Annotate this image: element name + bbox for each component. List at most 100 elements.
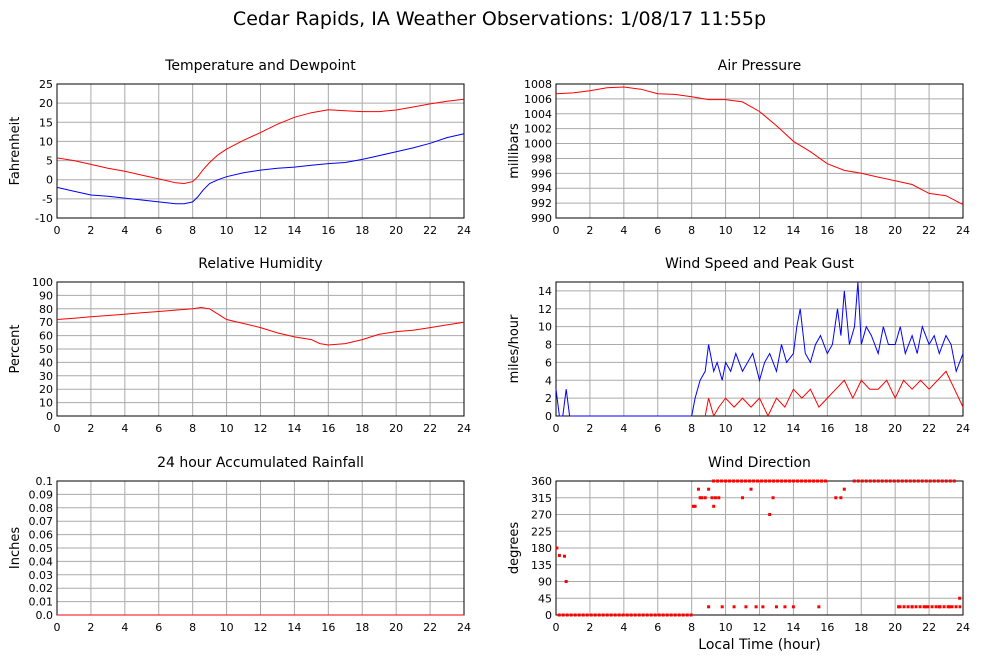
x-tick-label: 4 (620, 621, 627, 634)
y-tick-label: 14 (538, 285, 552, 298)
x-tick-label: 0 (54, 621, 61, 634)
y-tick-label: 270 (531, 509, 552, 522)
y-axis-label: Fahrenheit (8, 117, 23, 186)
y-tick-label: 0.05 (29, 542, 54, 555)
x-tick-label: 4 (121, 422, 128, 435)
data-point (761, 605, 765, 609)
x-tick-label: 10 (719, 422, 733, 435)
y-tick-label: 996 (531, 167, 552, 180)
x-tick-label: 8 (688, 224, 695, 237)
data-point (924, 605, 928, 609)
y-tick-label: 4 (545, 374, 552, 387)
x-tick-label: 6 (155, 422, 162, 435)
data-point (771, 496, 775, 500)
x-tick-label: 8 (189, 422, 196, 435)
x-tick-label: 16 (820, 224, 834, 237)
series-line-1 (56, 133, 465, 205)
data-point (696, 487, 700, 491)
y-tick-label: 992 (531, 197, 552, 210)
y-tick-label: 0.09 (29, 488, 54, 501)
data-point (720, 605, 724, 609)
data-point (703, 496, 707, 500)
plot-frame (555, 83, 964, 219)
x-tick-label: 18 (854, 422, 868, 435)
y-tick-label: 90 (39, 289, 53, 302)
y-tick-label: 20 (39, 383, 53, 396)
y-tick-label: 10 (39, 135, 53, 148)
x-tick-label: 16 (321, 224, 335, 237)
x-tick-label: 0 (553, 422, 560, 435)
chart-title: Wind Direction (708, 455, 811, 471)
data-point (958, 596, 962, 600)
x-tick-label: 6 (155, 621, 162, 634)
x-tick-label: 14 (786, 224, 800, 237)
y-tick-label: 45 (538, 592, 552, 605)
x-tick-label: 0 (54, 224, 61, 237)
data-point (732, 605, 736, 609)
x-tick-label: 22 (922, 621, 936, 634)
x-tick-label: 0 (553, 621, 560, 634)
x-tick-label: 12 (753, 621, 767, 634)
data-point (754, 605, 758, 609)
chart-title: Temperature and Dewpoint (164, 58, 356, 74)
y-tick-label: 1006 (524, 93, 552, 106)
x-tick-label: 6 (155, 224, 162, 237)
chart-title: Wind Speed and Peak Gust (665, 256, 854, 272)
y-tick-label: 25 (39, 78, 53, 91)
x-tick-label: 22 (922, 422, 936, 435)
y-tick-label: 0.04 (29, 555, 54, 568)
data-point (783, 605, 787, 609)
y-tick-label: 1008 (524, 78, 552, 91)
y-tick-label: 180 (531, 542, 552, 555)
y-tick-label: 1000 (524, 138, 552, 151)
x-tick-label: 10 (719, 224, 733, 237)
chart-title: Air Pressure (718, 58, 801, 74)
x-tick-label: 12 (254, 621, 268, 634)
x-tick-label: 18 (355, 224, 369, 237)
data-point (717, 496, 721, 500)
data-point (700, 496, 704, 500)
series-line-1 (704, 370, 964, 418)
y-tick-label: 100 (32, 276, 53, 289)
y-axis-label: millibars (507, 123, 522, 179)
y-tick-label: 0.03 (29, 569, 54, 582)
x-tick-label: 2 (87, 621, 94, 634)
x-tick-label: 22 (423, 224, 437, 237)
x-tick-label: 24 (457, 224, 471, 237)
x-tick-label: 24 (956, 422, 970, 435)
x-tick-label: 24 (457, 422, 471, 435)
x-tick-label: 14 (287, 621, 301, 634)
series-line-0 (56, 98, 465, 185)
y-tick-label: -10 (35, 212, 53, 225)
x-tick-label: 2 (586, 422, 593, 435)
y-axis-label: degrees (507, 522, 522, 575)
x-tick-label: 10 (220, 621, 234, 634)
x-tick-label: 14 (786, 621, 800, 634)
y-tick-label: 8 (545, 339, 552, 352)
x-tick-label: 8 (189, 621, 196, 634)
y-tick-label: 90 (538, 576, 552, 589)
x-tick-label: 20 (888, 422, 902, 435)
x-tick-label: 22 (922, 224, 936, 237)
y-tick-label: 0.1 (36, 475, 54, 488)
x-tick-label: 4 (121, 621, 128, 634)
x-tick-label: 20 (389, 422, 403, 435)
data-point (691, 504, 695, 508)
data-point (710, 496, 714, 500)
y-tick-label: 0 (545, 609, 552, 622)
x-tick-label: 2 (87, 224, 94, 237)
x-tick-label: 2 (586, 621, 593, 634)
data-point (817, 605, 821, 609)
y-tick-label: 360 (531, 475, 552, 488)
plot-frame (555, 281, 964, 417)
series-line-0 (56, 306, 465, 346)
data-point (834, 496, 838, 500)
x-tick-label: 2 (87, 422, 94, 435)
x-tick-label: 4 (121, 224, 128, 237)
plot-frame (56, 83, 465, 219)
data-point (768, 513, 772, 516)
data-point (707, 487, 711, 491)
x-tick-label: 24 (956, 621, 970, 634)
